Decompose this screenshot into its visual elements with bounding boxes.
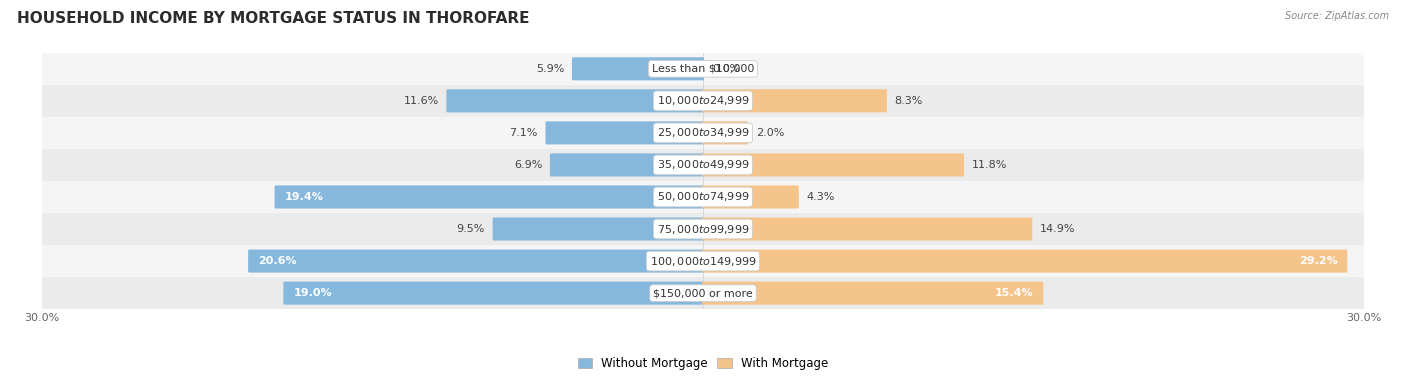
- FancyBboxPatch shape: [42, 53, 1364, 85]
- FancyBboxPatch shape: [42, 117, 1364, 149]
- FancyBboxPatch shape: [274, 185, 704, 208]
- Text: $150,000 or more: $150,000 or more: [654, 288, 752, 298]
- Text: $25,000 to $34,999: $25,000 to $34,999: [657, 126, 749, 139]
- Text: 7.1%: 7.1%: [509, 128, 537, 138]
- Text: 8.3%: 8.3%: [894, 96, 922, 106]
- FancyBboxPatch shape: [702, 218, 1032, 241]
- Text: 2.0%: 2.0%: [756, 128, 785, 138]
- Text: $10,000 to $24,999: $10,000 to $24,999: [657, 94, 749, 107]
- FancyBboxPatch shape: [702, 153, 965, 176]
- Text: $75,000 to $99,999: $75,000 to $99,999: [657, 222, 749, 236]
- FancyBboxPatch shape: [42, 181, 1364, 213]
- FancyBboxPatch shape: [284, 282, 704, 305]
- FancyBboxPatch shape: [247, 250, 704, 273]
- Text: Less than $10,000: Less than $10,000: [652, 64, 754, 74]
- Text: 5.9%: 5.9%: [536, 64, 564, 74]
- Text: 11.8%: 11.8%: [972, 160, 1007, 170]
- FancyBboxPatch shape: [42, 149, 1364, 181]
- Text: 4.3%: 4.3%: [807, 192, 835, 202]
- FancyBboxPatch shape: [702, 282, 1043, 305]
- Text: HOUSEHOLD INCOME BY MORTGAGE STATUS IN THOROFARE: HOUSEHOLD INCOME BY MORTGAGE STATUS IN T…: [17, 11, 530, 26]
- FancyBboxPatch shape: [42, 213, 1364, 245]
- FancyBboxPatch shape: [42, 85, 1364, 117]
- FancyBboxPatch shape: [546, 121, 704, 144]
- FancyBboxPatch shape: [702, 89, 887, 112]
- FancyBboxPatch shape: [702, 121, 748, 144]
- Text: 11.6%: 11.6%: [404, 96, 439, 106]
- Text: 19.4%: 19.4%: [284, 192, 323, 202]
- FancyBboxPatch shape: [550, 153, 704, 176]
- Text: 9.5%: 9.5%: [457, 224, 485, 234]
- Text: $100,000 to $149,999: $100,000 to $149,999: [650, 254, 756, 268]
- Text: Source: ZipAtlas.com: Source: ZipAtlas.com: [1285, 11, 1389, 21]
- FancyBboxPatch shape: [702, 185, 799, 208]
- FancyBboxPatch shape: [702, 250, 1347, 273]
- FancyBboxPatch shape: [492, 218, 704, 241]
- Text: 0.0%: 0.0%: [711, 64, 740, 74]
- Legend: Without Mortgage, With Mortgage: Without Mortgage, With Mortgage: [574, 352, 832, 375]
- Text: 15.4%: 15.4%: [995, 288, 1033, 298]
- Text: $50,000 to $74,999: $50,000 to $74,999: [657, 190, 749, 204]
- Text: 19.0%: 19.0%: [294, 288, 332, 298]
- FancyBboxPatch shape: [572, 57, 704, 80]
- Text: 29.2%: 29.2%: [1299, 256, 1337, 266]
- Text: 6.9%: 6.9%: [513, 160, 543, 170]
- FancyBboxPatch shape: [42, 245, 1364, 277]
- Text: 14.9%: 14.9%: [1040, 224, 1076, 234]
- FancyBboxPatch shape: [42, 277, 1364, 309]
- Text: $35,000 to $49,999: $35,000 to $49,999: [657, 158, 749, 172]
- FancyBboxPatch shape: [446, 89, 704, 112]
- Text: 20.6%: 20.6%: [259, 256, 297, 266]
